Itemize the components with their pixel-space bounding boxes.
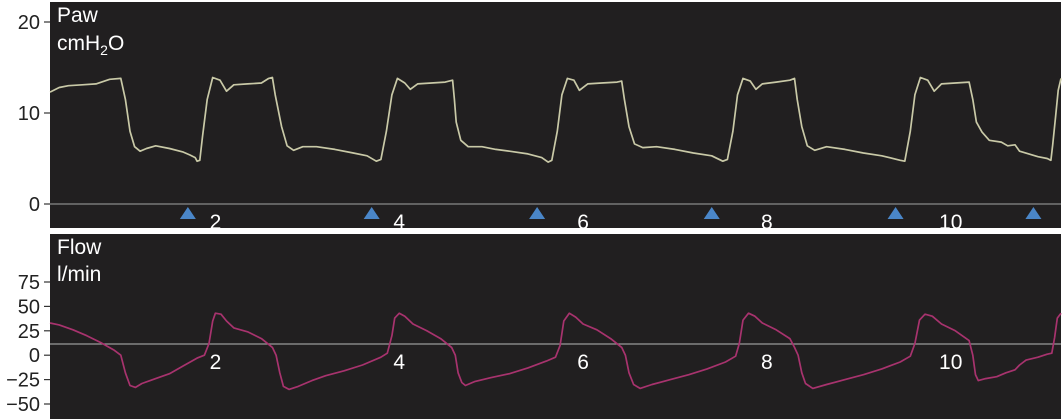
- flow-label: Flow: [57, 236, 102, 259]
- paw-plot-background: [50, 2, 1061, 228]
- y-tick-label: 20: [18, 12, 40, 34]
- x-tick-label: 8: [761, 211, 773, 234]
- paw-unit-tail: O: [108, 32, 124, 55]
- breath-trigger-markers: [179, 207, 1042, 219]
- paw-unit-base: cmH: [57, 32, 100, 55]
- paw-unit-subscript: 2: [100, 42, 108, 58]
- x-tick-label: 4: [393, 351, 405, 374]
- x-tick-label: 10: [939, 211, 962, 234]
- paw-label: Paw: [57, 4, 99, 27]
- trigger-marker: [1025, 207, 1042, 219]
- paw-unit-label: cmH2O: [57, 32, 124, 58]
- x-tick-label: 8: [761, 351, 773, 374]
- y-tick-label: 0: [29, 194, 40, 216]
- flow-x-ticks: 2 4 6 8 10: [210, 351, 963, 374]
- y-tick-label: 0: [29, 345, 40, 367]
- trigger-marker: [703, 207, 720, 219]
- y-tick-label: −25: [6, 370, 40, 392]
- y-tick-label: −50: [6, 394, 40, 416]
- trigger-marker: [887, 207, 904, 219]
- paw-y-ticks: 20 10 0: [18, 12, 50, 216]
- flow-plot-background: [50, 234, 1061, 419]
- paw-x-ticks: 2 4 6 8 10: [210, 211, 963, 234]
- trigger-marker: [363, 207, 380, 219]
- x-tick-label: 6: [577, 211, 589, 234]
- flow-series-line: [49, 312, 1062, 391]
- x-tick-label: 2: [210, 351, 222, 374]
- trigger-marker: [179, 207, 196, 219]
- y-tick-label: 25: [18, 321, 40, 343]
- trigger-marker: [529, 207, 546, 219]
- y-tick-label: 10: [18, 103, 40, 125]
- x-tick-label: 4: [393, 211, 405, 234]
- x-tick-label: 2: [210, 211, 222, 234]
- flow-unit-label: l/min: [57, 263, 101, 286]
- x-tick-label: 6: [577, 351, 589, 374]
- x-tick-label: 10: [939, 351, 962, 374]
- y-tick-label: 75: [18, 272, 40, 294]
- paw-series-line: [49, 76, 1062, 163]
- y-tick-label: 50: [18, 296, 40, 318]
